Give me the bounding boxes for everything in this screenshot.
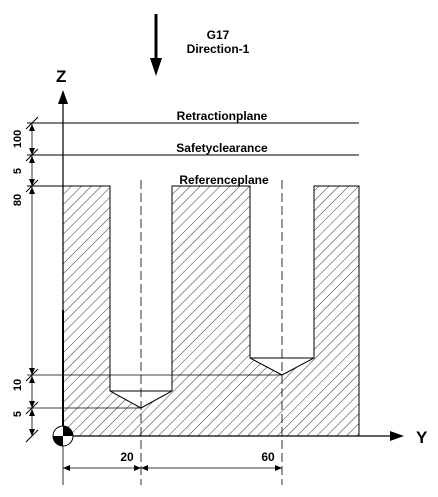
y-axis-arrowhead [390,431,404,441]
z-dim-100: 100 [12,130,24,148]
z-axis-label: Z [56,67,66,86]
origin-marker-icon [52,425,74,447]
z-dim-5-bottom: 5 [12,411,24,417]
z-dim-10: 10 [12,379,24,391]
z-dim-80: 80 [12,194,24,206]
safety-plane-label: Safetyclearance [176,141,268,155]
arrow-down-icon [150,14,162,76]
workpiece [62,185,360,437]
header-direction-label: Direction-1 [187,42,250,56]
y-dim-60: 60 [261,450,275,464]
z-dim-5-top: 5 [12,168,24,174]
retraction-plane-label: Retractionplane [177,109,268,123]
y-axis-label: Y [416,428,428,447]
y-dimension-arrows [63,465,282,471]
reference-plane-label: Referenceplane [179,173,269,187]
z-dimension-arrows [29,124,35,436]
z-axis-arrowhead [58,90,68,104]
y-dim-20: 20 [120,450,134,464]
header-plane-label: G17 [207,28,230,42]
